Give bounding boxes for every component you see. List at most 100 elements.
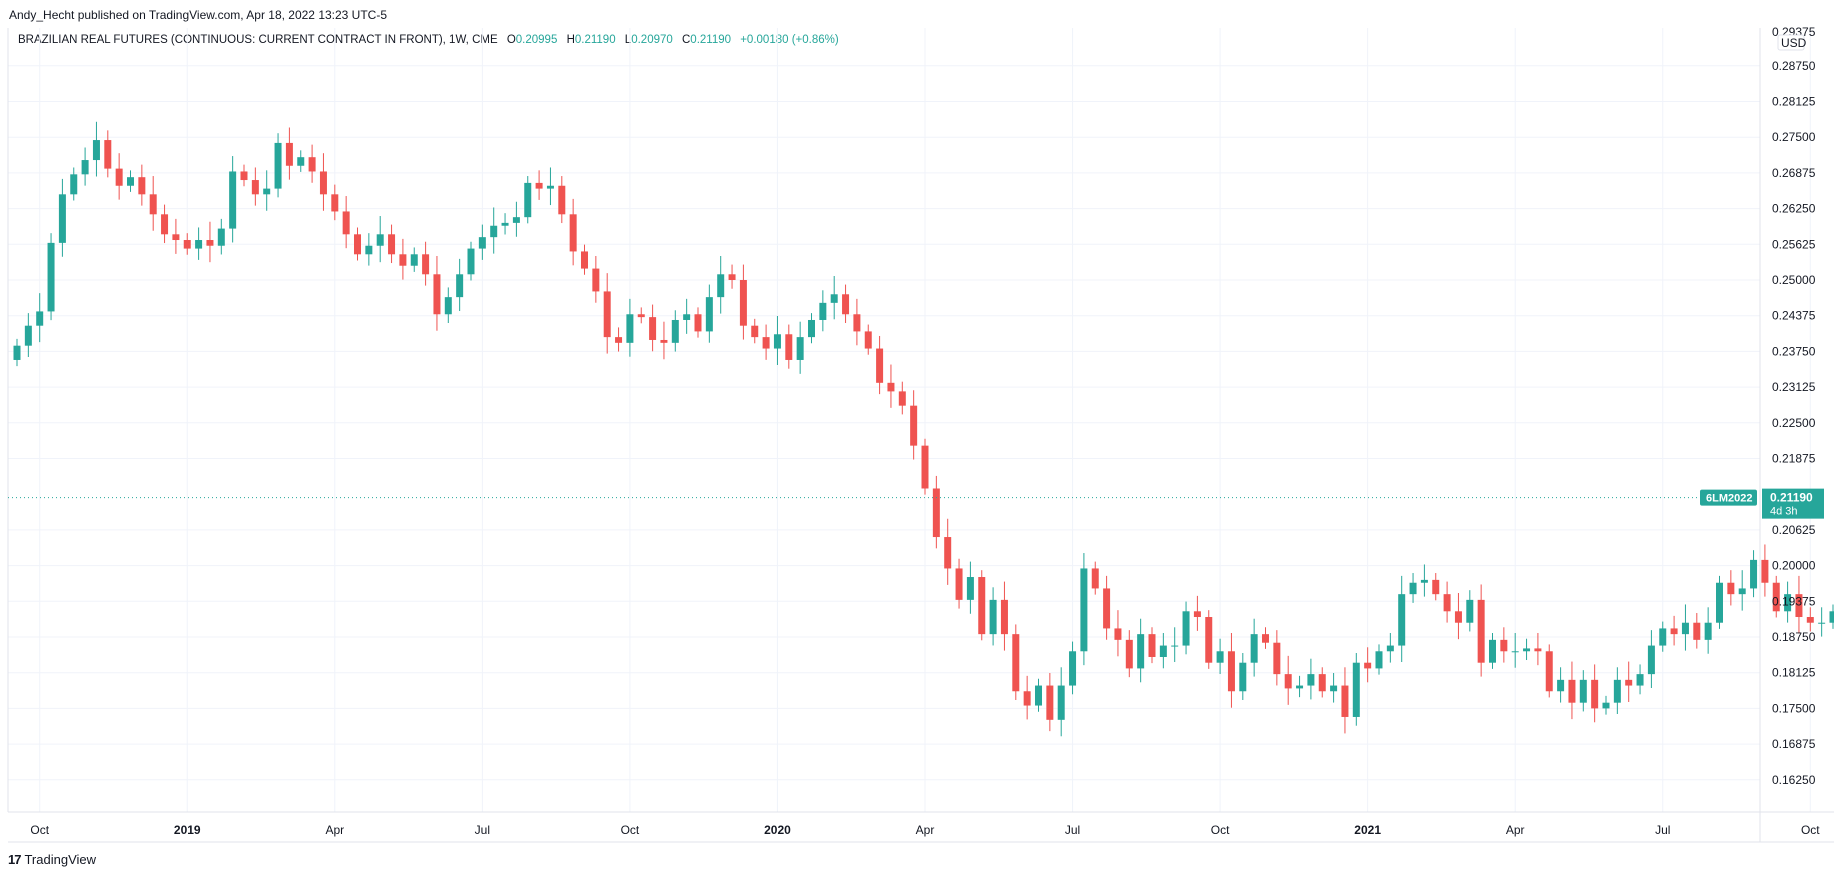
candle <box>819 290 827 332</box>
candle <box>796 321 804 374</box>
price-tick-label: 0.25000 <box>1772 273 1816 287</box>
candle-body <box>796 337 804 360</box>
candle <box>1057 667 1065 737</box>
symbol-description: BRAZILIAN REAL FUTURES (CONTINUOUS: CURR… <box>18 34 498 46</box>
candle-body <box>512 217 520 223</box>
candle <box>1545 644 1553 698</box>
candle-body <box>1761 559 1769 583</box>
candle-body <box>104 140 112 169</box>
candle-body <box>422 254 430 275</box>
candle-body <box>1523 648 1531 652</box>
candle <box>1489 633 1496 669</box>
candle-body <box>989 599 997 635</box>
candle <box>1000 581 1008 651</box>
countdown-label: 4d 3h <box>1770 506 1798 518</box>
candle-body <box>1352 662 1360 717</box>
candle-body <box>1489 639 1496 663</box>
candle <box>955 558 963 609</box>
candle <box>1670 615 1678 646</box>
candle-body <box>274 142 282 189</box>
candle <box>399 238 407 280</box>
candle <box>251 167 259 206</box>
candle <box>842 284 850 324</box>
candle-body <box>546 185 554 189</box>
candle <box>615 327 623 352</box>
candle <box>1171 627 1179 663</box>
candle <box>274 133 282 198</box>
time-tick-label: Apr <box>916 823 935 837</box>
candle <box>13 338 21 367</box>
candle-body <box>694 314 702 332</box>
candle-body <box>251 180 259 195</box>
candle-body <box>1364 662 1372 669</box>
candle <box>1591 664 1599 723</box>
candle <box>1375 644 1383 675</box>
last-price-box <box>1762 488 1824 519</box>
candle <box>1080 553 1088 666</box>
candle-body <box>172 234 180 241</box>
candle <box>376 216 384 263</box>
candle <box>1420 564 1428 597</box>
candle-body <box>1659 628 1667 646</box>
candle-body <box>705 297 713 332</box>
candle-body <box>1750 559 1758 589</box>
candle <box>478 224 486 260</box>
candle <box>1262 627 1269 649</box>
candle <box>1636 664 1644 695</box>
candle-body <box>1466 599 1474 623</box>
time-tick-label: Jul <box>475 823 490 837</box>
price-tick-label: 0.17500 <box>1772 701 1816 715</box>
candle-body <box>1432 579 1440 595</box>
candle-body <box>615 337 623 343</box>
candle-body <box>319 171 327 195</box>
candle-body <box>342 211 350 235</box>
candle-body <box>819 302 827 320</box>
candle-body <box>410 254 418 266</box>
candle <box>206 221 214 263</box>
candle <box>1443 581 1451 623</box>
candle <box>195 227 203 260</box>
candle-body <box>1125 639 1133 669</box>
candle <box>172 218 180 254</box>
candle-body <box>1318 674 1326 692</box>
candle-body <box>1557 679 1565 692</box>
candle <box>183 233 191 255</box>
candle <box>229 156 237 243</box>
close-label: C <box>681 34 691 46</box>
symbol-tag-box <box>1700 489 1757 506</box>
candle-body <box>308 157 316 172</box>
candle <box>1500 627 1508 663</box>
candle <box>524 176 532 224</box>
candle-body <box>830 294 838 303</box>
candle-body <box>1579 679 1587 703</box>
candle-body <box>490 225 498 238</box>
candle-body <box>649 317 657 340</box>
candle <box>1829 604 1834 629</box>
candle-body <box>478 237 486 249</box>
candle-body <box>1806 617 1814 623</box>
price-tick-label: 0.26875 <box>1772 166 1816 180</box>
candle <box>456 258 464 312</box>
candle <box>966 561 974 614</box>
candle-body <box>1307 674 1315 686</box>
candle-body <box>1591 679 1599 709</box>
candle-body <box>978 577 986 635</box>
candle-body <box>354 234 361 255</box>
candle <box>1250 618 1258 677</box>
candle-body <box>1829 611 1834 623</box>
price-tick-label: 0.23125 <box>1772 380 1816 394</box>
candle <box>285 127 293 180</box>
candle-body <box>876 348 884 383</box>
candle <box>535 170 543 200</box>
candle-body <box>1273 642 1281 675</box>
candle-body <box>285 142 293 166</box>
candle <box>1659 621 1667 652</box>
candle-body <box>887 382 895 392</box>
tradingview-footer[interactable]: 17 TradingView <box>8 852 96 867</box>
candle <box>1239 652 1247 701</box>
candle <box>762 324 770 360</box>
candle <box>1772 575 1780 618</box>
candle-body <box>1670 628 1678 635</box>
candle-body <box>1738 588 1746 595</box>
